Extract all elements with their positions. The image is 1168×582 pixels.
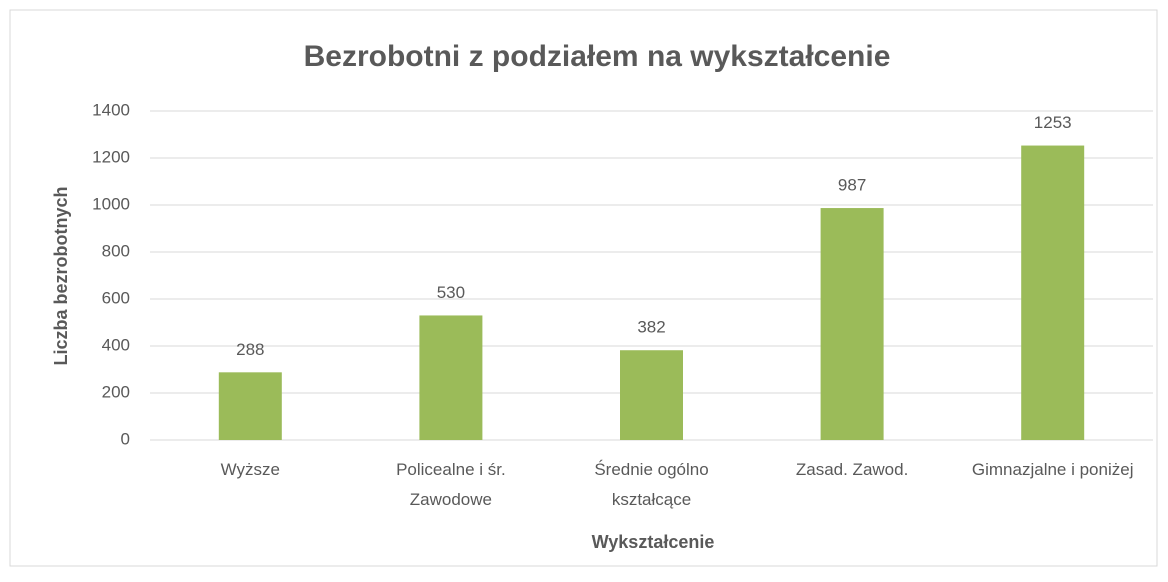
chart-title: Bezrobotni z podziałem na wykształcenie — [304, 40, 891, 73]
x-tick-label: Gimnazjalne i poniżej — [971, 460, 1134, 479]
y-axis-title: Liczba bezrobotnych — [51, 186, 71, 365]
x-tick-label-box: Wyższe — [220, 460, 280, 479]
data-label: 288 — [236, 340, 264, 359]
data-label: 1253 — [1034, 113, 1072, 132]
bar — [820, 208, 884, 440]
x-tick-label-box: Średnie ogólno kształcące — [594, 460, 709, 509]
bar — [1021, 145, 1085, 441]
y-tick-label: 400 — [102, 335, 130, 354]
y-tick-label: 1000 — [92, 194, 130, 213]
data-label: 987 — [838, 176, 866, 195]
x-tick-label-box: Zasad. Zawod. — [795, 460, 909, 479]
bar — [620, 350, 683, 440]
x-tick-label-box: Gimnazjalne i poniżej — [971, 460, 1134, 479]
x-tick-label: Policealne i śr. Zawodowe — [396, 460, 506, 509]
x-tick-label: Wyższe — [220, 460, 280, 479]
y-tick-label: 800 — [102, 241, 130, 260]
bar — [218, 372, 282, 440]
x-axis-title: Wykształcenie — [592, 532, 715, 552]
y-tick-label: 1200 — [92, 147, 130, 166]
data-label: 382 — [637, 318, 665, 337]
data-label: 530 — [437, 283, 465, 302]
x-tick-label-box: Policealne i śr. Zawodowe — [396, 460, 506, 509]
y-tick-label: 200 — [102, 382, 130, 401]
y-tick-label: 0 — [121, 429, 130, 448]
bar — [419, 315, 483, 440]
chart-border — [9, 9, 1158, 567]
x-tick-label: Zasad. Zawod. — [795, 460, 909, 479]
y-tick-label: 1400 — [92, 100, 130, 119]
x-tick-label: Średnie ogólno kształcące — [594, 460, 709, 509]
y-tick-label: 600 — [102, 288, 130, 307]
